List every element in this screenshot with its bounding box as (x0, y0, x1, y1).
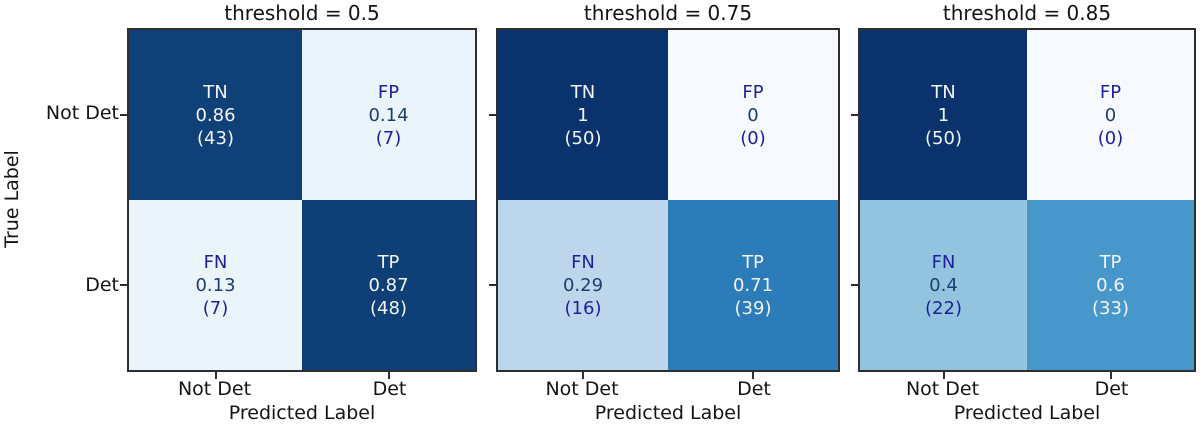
x-tick-mark (582, 372, 584, 379)
cell-value: 0 (1104, 104, 1117, 126)
x-tick-label-det: Det (737, 378, 771, 400)
cell-count: (50) (925, 127, 962, 149)
panel-title: threshold = 0.5 (224, 1, 380, 25)
cell-count: (50) (564, 127, 602, 149)
cell-count: (0) (740, 127, 766, 149)
panel-threshold-0-75: threshold = 0.75 TN 1 (50) FP 0 (0) FN 0… (489, 0, 840, 430)
cell-value: 0 (747, 104, 759, 126)
x-tick-label-not-det: Not Det (905, 378, 980, 400)
y-tick-mark (120, 284, 127, 286)
panel-threshold-0-5: threshold = 0.5 TN 0.86 (43) FP 0.14 (7)… (120, 0, 477, 430)
cell-value: 0.13 (195, 274, 236, 296)
cell-label: FP (1099, 81, 1122, 103)
y-tick-label-det: Det (85, 274, 119, 296)
cell-label: TP (1099, 251, 1122, 273)
cell-value: 0.14 (368, 104, 409, 126)
x-tick-mark (1109, 372, 1112, 379)
x-tick-mark (387, 372, 390, 379)
cell-label: FN (931, 251, 956, 273)
cell-fp: FP 0 (0) (1027, 30, 1194, 200)
x-axis-label: Predicted Label (228, 402, 376, 424)
cell-value: 1 (577, 104, 589, 126)
cell-tn: TN 1 (50) (860, 30, 1027, 200)
x-tick-label-not-det: Not Det (545, 378, 619, 400)
panel-threshold-0-85: threshold = 0.85 TN 1 (50) FP 0 (0) FN 0… (851, 0, 1196, 430)
x-axis-label: Predicted Label (594, 402, 742, 424)
y-tick-mark (120, 114, 127, 116)
x-tick-mark (214, 372, 217, 379)
y-tick-mark (489, 284, 496, 286)
cell-label: TN (931, 81, 956, 103)
cell-label: FN (571, 251, 595, 273)
cell-fn: FN 0.13 (7) (129, 200, 302, 370)
cell-count: (7) (375, 127, 402, 149)
cell-label: TN (570, 81, 596, 103)
axes-box: TN 1 (50) FP 0 (0) FN 0.4 (22) TP 0.6 (3… (851, 28, 1196, 379)
cell-count: (7) (202, 297, 229, 319)
cell-fn: FN 0.29 (16) (498, 200, 668, 370)
axes-box: TN 1 (50) FP 0 (0) FN 0.29 (16) TP 0.71 … (489, 28, 840, 379)
y-tick-mark (851, 114, 858, 116)
y-tick-mark (851, 284, 858, 286)
cell-count: (48) (370, 297, 407, 319)
cell-value: 0.87 (368, 274, 409, 296)
cell-value: 0.29 (562, 274, 604, 296)
cell-fn: FN 0.4 (22) (860, 200, 1027, 370)
cell-value: 0.86 (195, 104, 236, 126)
cell-tp: TP 0.6 (33) (1027, 200, 1194, 370)
panel-title: threshold = 0.85 (942, 1, 1112, 25)
cell-value: 0.71 (732, 274, 774, 296)
cell-count: (16) (564, 297, 602, 319)
cell-count: (22) (925, 297, 962, 319)
cell-label: FN (203, 251, 228, 273)
cell-label: FP (742, 81, 764, 103)
cell-label: TP (742, 251, 764, 273)
cell-fp: FP 0.14 (7) (302, 30, 475, 200)
y-axis-label: True Label (1, 150, 23, 248)
cell-value: 0.4 (929, 274, 958, 296)
x-tick-mark (752, 372, 754, 379)
y-tick-mark (489, 114, 496, 116)
x-axis-label: Predicted Label (953, 402, 1101, 424)
y-tick-label-not-det: Not Det (45, 102, 119, 124)
x-tick-label-det: Det (1094, 378, 1129, 400)
cell-tn: TN 0.86 (43) (129, 30, 302, 200)
cell-count: (0) (1097, 127, 1124, 149)
cell-value: 1 (937, 104, 950, 126)
cell-tp: TP 0.87 (48) (302, 200, 475, 370)
x-tick-label-det: Det (372, 378, 407, 400)
cell-tn: TN 1 (50) (498, 30, 668, 200)
cell-value: 0.6 (1096, 274, 1125, 296)
cell-label: FP (377, 81, 400, 103)
cell-count: (39) (734, 297, 772, 319)
cell-count: (43) (197, 127, 234, 149)
cell-label: TP (377, 251, 400, 273)
cell-fp: FP 0 (0) (668, 30, 838, 200)
x-tick-mark (942, 372, 945, 379)
x-tick-label-not-det: Not Det (177, 378, 252, 400)
panel-title: threshold = 0.75 (583, 1, 753, 25)
cell-count: (33) (1092, 297, 1129, 319)
cell-label: TN (203, 81, 228, 103)
axes-box: TN 0.86 (43) FP 0.14 (7) FN 0.13 (7) TP … (120, 28, 477, 379)
cell-tp: TP 0.71 (39) (668, 200, 838, 370)
